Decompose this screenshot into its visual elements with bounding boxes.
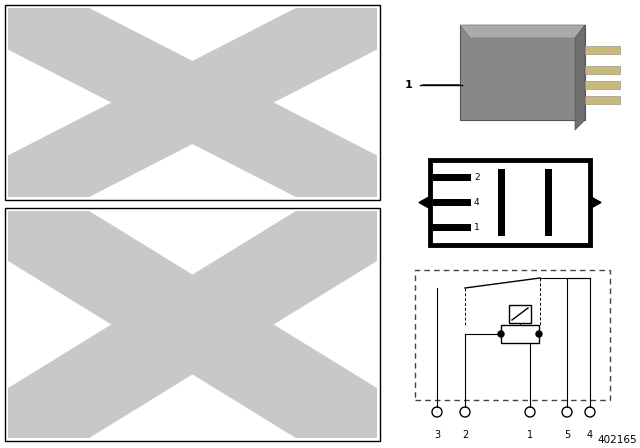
Polygon shape bbox=[8, 211, 377, 438]
Text: 1: 1 bbox=[404, 80, 412, 90]
Text: 3: 3 bbox=[434, 430, 440, 440]
Text: 1: 1 bbox=[474, 223, 480, 232]
Polygon shape bbox=[8, 8, 377, 197]
Text: 3: 3 bbox=[546, 198, 552, 207]
Bar bbox=[415, 270, 610, 400]
Circle shape bbox=[498, 331, 504, 337]
Polygon shape bbox=[460, 25, 585, 120]
Bar bbox=[501, 325, 539, 343]
Bar bbox=[433, 224, 471, 231]
Bar bbox=[545, 169, 552, 236]
Polygon shape bbox=[460, 25, 585, 38]
Text: 2: 2 bbox=[474, 173, 479, 182]
Bar bbox=[585, 66, 620, 74]
Text: 4: 4 bbox=[474, 198, 479, 207]
Circle shape bbox=[536, 331, 542, 337]
Bar bbox=[430, 160, 590, 245]
Polygon shape bbox=[590, 197, 601, 209]
Bar bbox=[585, 96, 620, 104]
Bar bbox=[509, 305, 531, 323]
Text: 5: 5 bbox=[499, 198, 504, 207]
Polygon shape bbox=[575, 25, 585, 130]
Text: 402165: 402165 bbox=[597, 435, 637, 445]
Bar bbox=[5, 208, 380, 441]
Polygon shape bbox=[419, 197, 430, 209]
Bar bbox=[5, 5, 380, 200]
Bar bbox=[585, 81, 620, 89]
Bar bbox=[498, 169, 505, 236]
Bar bbox=[433, 199, 471, 206]
Text: 2: 2 bbox=[462, 430, 468, 440]
Polygon shape bbox=[8, 8, 377, 197]
Text: 1: 1 bbox=[527, 430, 533, 440]
Text: 4: 4 bbox=[587, 430, 593, 440]
Text: 5: 5 bbox=[564, 430, 570, 440]
Bar bbox=[433, 174, 471, 181]
Polygon shape bbox=[8, 211, 377, 438]
Bar bbox=[585, 46, 620, 54]
